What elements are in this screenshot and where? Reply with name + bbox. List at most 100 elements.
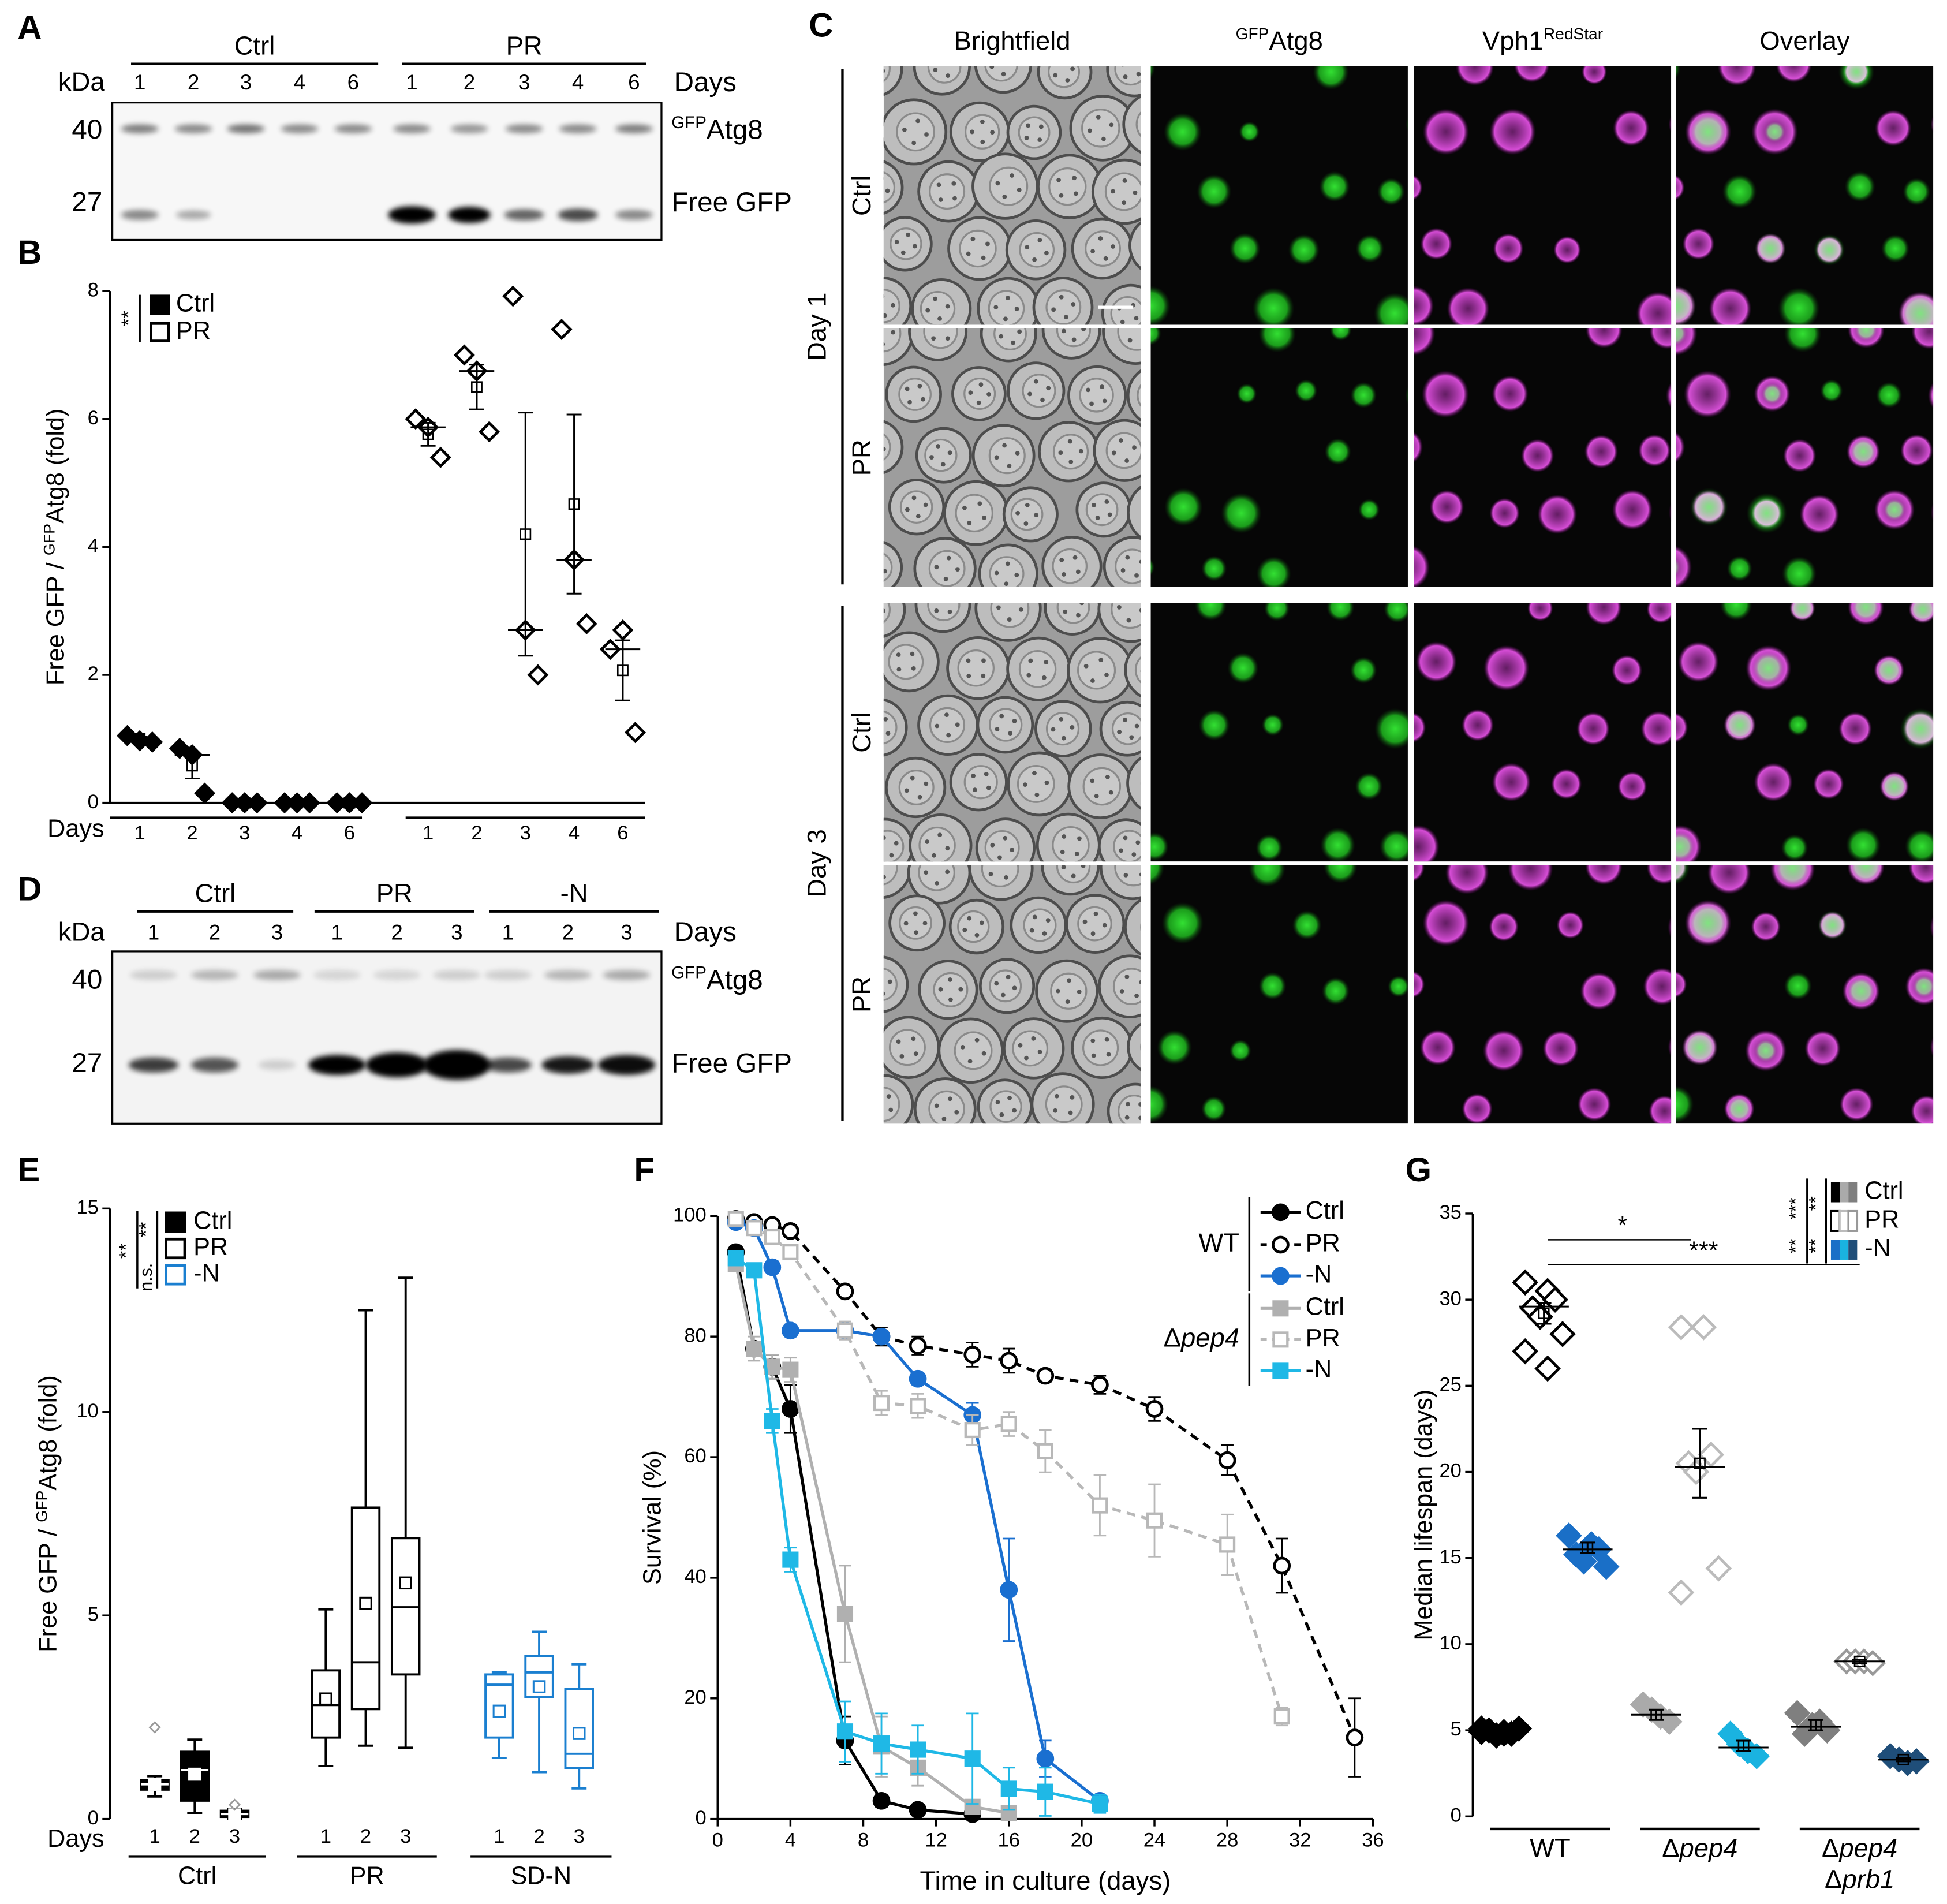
gfp-signal [1256, 556, 1291, 587]
gfp-signal [1150, 832, 1169, 861]
y-tick-label: 6 [88, 407, 99, 429]
data-point [1000, 1581, 1018, 1599]
cell [1126, 756, 1141, 810]
granule [1045, 918, 1051, 923]
data-point [836, 1322, 854, 1339]
marker-label: 40 [72, 114, 102, 145]
vacuole-signal [1643, 967, 1672, 1006]
x-tick-label: 4 [569, 822, 580, 844]
cell [1127, 1022, 1141, 1072]
vacuole [1077, 651, 1116, 690]
x-tick-label: 12 [925, 1830, 947, 1851]
vacuole [883, 865, 898, 886]
granule [1053, 73, 1058, 78]
granule [937, 832, 943, 838]
vacuole-signal [1415, 641, 1457, 682]
vacuole [1056, 603, 1090, 624]
vacuole-signal [1419, 1029, 1456, 1066]
granule [1056, 177, 1061, 182]
row-label: PR [847, 439, 876, 476]
day-label: Day 3 [802, 829, 831, 898]
data-point [1512, 1338, 1539, 1365]
x-tick-label: Δpep4 [1662, 1834, 1737, 1863]
gfp-signal [1150, 1085, 1169, 1123]
granule [984, 771, 989, 776]
gfp-signal [1227, 652, 1259, 684]
mean-marker [520, 528, 532, 540]
data-point [1092, 1795, 1108, 1812]
data-point [1219, 1536, 1236, 1553]
gfp-signal [1781, 834, 1808, 861]
band-label: Free GFP [671, 1048, 792, 1078]
vacuole [1104, 172, 1141, 211]
gfp-signal [1229, 233, 1261, 264]
granule [999, 1112, 1004, 1117]
legend-label: -N [193, 1259, 220, 1287]
y-tick-label: 20 [684, 1686, 706, 1708]
band [175, 210, 211, 219]
vacuole-signal [1848, 328, 1885, 349]
data-point [502, 285, 524, 307]
lane-label: 1 [331, 920, 343, 944]
vacuole-signal [1586, 603, 1622, 625]
gfp-signal [1726, 555, 1752, 581]
y-tick-label: 100 [673, 1204, 707, 1226]
granule [885, 188, 890, 193]
vacuole-signal [1649, 328, 1672, 349]
legend-swatch [165, 1237, 186, 1260]
granule [1104, 1037, 1109, 1042]
data-point [909, 1369, 927, 1388]
vacuole [898, 378, 932, 411]
vacuole-signal [1789, 603, 1815, 621]
text-part: Brightfield [954, 26, 1071, 55]
mean-marker [1582, 1541, 1594, 1554]
y-tick-label: 4 [88, 535, 99, 557]
granule [891, 303, 895, 308]
granule [1027, 391, 1032, 397]
gfp-signal [1355, 772, 1383, 800]
gfp-signal [1384, 603, 1408, 623]
granule [962, 505, 967, 510]
granule [1005, 561, 1010, 566]
text-part: Atg8 [707, 964, 763, 995]
vacuole-signal [1576, 712, 1610, 746]
vacuole [988, 437, 1026, 475]
micrograph-bg [1414, 603, 1672, 862]
vacuole [1113, 830, 1141, 862]
legend-marker [1272, 1203, 1290, 1222]
vacuole [989, 969, 1022, 1003]
y-tick-label: 8 [88, 279, 99, 301]
lanes-title: Days [674, 917, 737, 947]
micrograph [1150, 865, 1408, 1124]
granule [977, 501, 982, 506]
granule [1135, 840, 1141, 845]
x-tick-label: 20 [1071, 1830, 1093, 1851]
lane-label: 1 [148, 920, 159, 944]
vacuole-signal [1668, 115, 1672, 133]
data-point [872, 1791, 891, 1810]
vacuole-signal [1847, 865, 1885, 885]
granule [1042, 931, 1047, 936]
band [505, 124, 543, 133]
granule [970, 129, 974, 135]
text-part: GFP [33, 1491, 51, 1522]
granule [1100, 384, 1105, 389]
granule [1032, 914, 1037, 920]
granule [995, 1100, 1000, 1104]
group-label: PR [506, 31, 543, 61]
granule [997, 855, 1002, 860]
cell [883, 420, 904, 475]
data-point [909, 1336, 927, 1355]
granule [1037, 137, 1042, 142]
vacuole [1135, 111, 1141, 137]
comparison-label: *** [1689, 1237, 1718, 1264]
granule [960, 1044, 965, 1050]
granule [883, 608, 886, 613]
gfp-signal [1326, 603, 1355, 621]
vacuole-signal [1874, 489, 1915, 530]
granule [1067, 439, 1072, 444]
granule [1089, 401, 1094, 406]
vacuole-signal [1908, 603, 1934, 624]
gfp-signal [1374, 292, 1408, 325]
vacuole-signal [1462, 1093, 1493, 1124]
